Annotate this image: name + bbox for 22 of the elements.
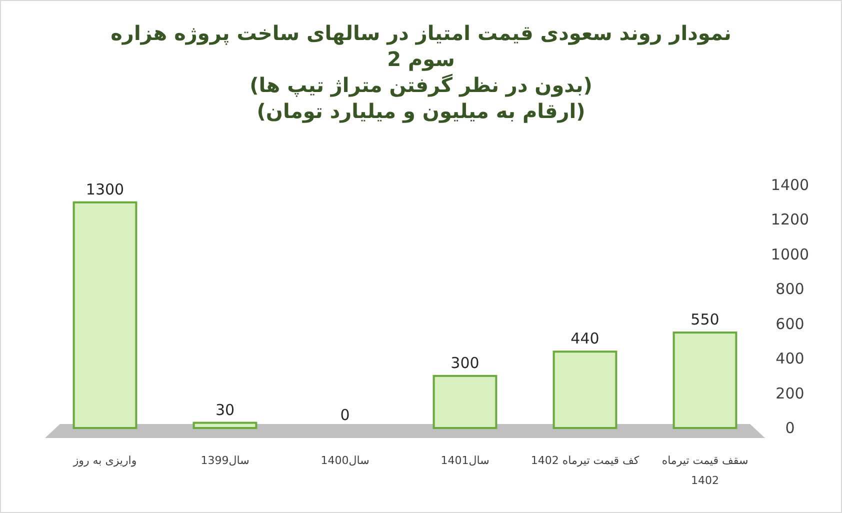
x-tick-label: سال1399 xyxy=(200,454,250,467)
text: (ارقام به میلیون و میلیارد تومان) xyxy=(256,99,586,123)
y-tick-label: 1200 xyxy=(770,210,810,229)
data-label: 0 xyxy=(340,406,350,424)
y-tick-label: 800 xyxy=(776,280,804,298)
data-label: 300 xyxy=(450,354,480,372)
y-tick-label: 1400 xyxy=(770,176,810,194)
y-tick-label: 200 xyxy=(776,384,804,402)
x-tick-label: واریزی به روز xyxy=(72,454,137,467)
y-tick-label: 400 xyxy=(776,350,804,368)
y-tick-label: 0 xyxy=(785,419,795,437)
chart-title: نمودار روند سعودی قیمت امتیاز در سالهای ساخت پروژه هزاره سوم 2 xyxy=(110,21,732,71)
chart-subtitle: (بدون در نظر گرفتن متراژ تیپ ها) xyxy=(250,73,592,97)
data-label: 440 xyxy=(570,330,600,348)
y-tick-label: 600 xyxy=(776,314,804,333)
data-label: 550 xyxy=(690,310,720,329)
x-tick-label: سال1400 xyxy=(320,454,370,467)
y-tick-label: 1000 xyxy=(770,245,810,264)
data-label: 30 xyxy=(215,400,235,419)
data-label: 1300 xyxy=(86,180,124,198)
x-tick-label: سال1401 xyxy=(440,454,490,467)
x-tick-label: کف قیمت تیرماه 1402 xyxy=(530,454,640,467)
